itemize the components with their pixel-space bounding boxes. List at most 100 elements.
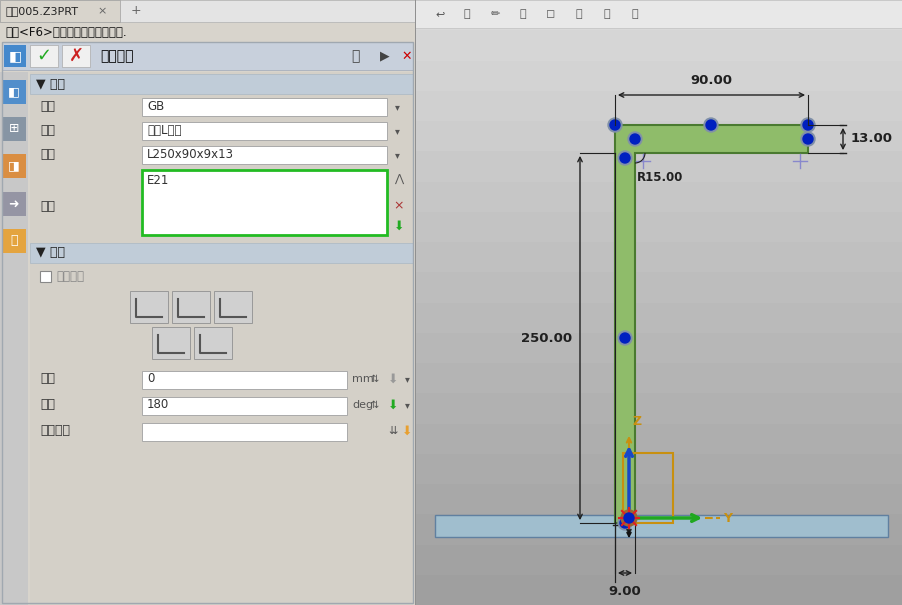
- Bar: [4, 45, 26, 67]
- Text: ▾: ▾: [394, 126, 399, 136]
- Text: Y: Y: [723, 511, 732, 525]
- Bar: [2, 42, 412, 603]
- Bar: [142, 371, 346, 389]
- Text: 90.00: 90.00: [690, 74, 732, 87]
- Text: 类型: 类型: [40, 125, 55, 137]
- Text: 📷: 📷: [631, 9, 638, 19]
- Text: Z: Z: [632, 415, 641, 428]
- Text: 🗂: 🗂: [463, 9, 470, 19]
- Text: deg: deg: [352, 400, 373, 410]
- Text: 点击<F6>循环拾取直到最后选择.: 点击<F6>循环拾取直到最后选择.: [5, 27, 126, 39]
- Text: ✗: ✗: [69, 47, 84, 65]
- Text: +: +: [131, 4, 141, 18]
- Text: 标准: 标准: [40, 100, 55, 114]
- Text: ▾: ▾: [404, 374, 409, 384]
- Bar: [30, 74, 412, 94]
- Bar: [194, 327, 232, 359]
- Bar: [2, 229, 26, 253]
- Bar: [415, 544, 902, 576]
- Text: 🔷: 🔷: [575, 9, 582, 19]
- Circle shape: [607, 118, 621, 132]
- Circle shape: [704, 118, 717, 132]
- Text: 🔶: 🔶: [520, 9, 526, 19]
- Bar: [415, 575, 902, 605]
- Bar: [435, 515, 887, 537]
- Bar: [415, 0, 416, 605]
- Bar: [415, 272, 902, 304]
- Text: 定位轮廓: 定位轮廓: [40, 425, 70, 437]
- Text: ▾: ▾: [404, 400, 409, 410]
- Circle shape: [610, 120, 620, 130]
- Bar: [2, 42, 412, 70]
- Bar: [415, 333, 902, 364]
- Circle shape: [617, 516, 631, 530]
- Text: 0: 0: [147, 373, 154, 385]
- Bar: [30, 243, 412, 263]
- Bar: [415, 60, 902, 92]
- Bar: [415, 424, 902, 455]
- Circle shape: [630, 134, 640, 144]
- Circle shape: [802, 134, 812, 144]
- Text: ▶: ▶: [380, 50, 390, 62]
- Circle shape: [705, 120, 715, 130]
- Bar: [142, 122, 387, 140]
- Text: ⬇: ⬇: [401, 425, 412, 437]
- Bar: [415, 212, 902, 243]
- Text: ✕: ✕: [401, 50, 412, 62]
- Bar: [415, 121, 902, 152]
- Bar: [622, 453, 672, 523]
- Circle shape: [620, 518, 630, 528]
- Text: R15.00: R15.00: [636, 171, 683, 184]
- Bar: [130, 291, 168, 323]
- Bar: [0, 72, 28, 605]
- Bar: [214, 291, 252, 323]
- Text: ◻: ◻: [546, 9, 555, 19]
- Bar: [415, 0, 902, 28]
- Text: ×: ×: [97, 6, 106, 16]
- Text: ⊞: ⊞: [9, 122, 19, 136]
- Circle shape: [617, 151, 631, 165]
- Text: ◨: ◨: [8, 160, 20, 172]
- Bar: [2, 192, 26, 216]
- Text: ⬇: ⬇: [387, 373, 398, 385]
- Text: ↩: ↩: [435, 9, 444, 19]
- Text: ✏: ✏: [490, 9, 499, 19]
- Circle shape: [621, 510, 636, 526]
- Circle shape: [623, 513, 633, 523]
- Bar: [415, 151, 902, 183]
- Circle shape: [620, 153, 630, 163]
- Bar: [30, 45, 58, 67]
- Text: 角度: 角度: [40, 399, 55, 411]
- Text: 零件005.Z3PRT: 零件005.Z3PRT: [6, 6, 78, 16]
- Bar: [415, 182, 902, 213]
- Circle shape: [800, 118, 815, 132]
- Circle shape: [802, 120, 812, 130]
- Polygon shape: [614, 125, 807, 523]
- Bar: [142, 146, 387, 164]
- Text: ◧: ◧: [8, 49, 22, 63]
- Text: 👤: 👤: [10, 235, 18, 247]
- Bar: [2, 80, 26, 104]
- Bar: [415, 393, 902, 425]
- Text: 180: 180: [147, 399, 169, 411]
- Text: L250x90x9x13: L250x90x9x13: [147, 148, 234, 162]
- Bar: [62, 45, 90, 67]
- Bar: [2, 154, 26, 178]
- Bar: [415, 514, 902, 546]
- Text: 曲线: 曲线: [40, 200, 55, 212]
- Bar: [0, 0, 120, 22]
- Text: 边角处理: 边角处理: [56, 270, 84, 284]
- Text: ▾: ▾: [394, 150, 399, 160]
- Bar: [142, 397, 346, 415]
- Circle shape: [627, 132, 641, 146]
- Bar: [142, 98, 387, 116]
- Text: ▼ 可选: ▼ 可选: [36, 246, 65, 260]
- Text: ◧: ◧: [8, 85, 20, 99]
- Circle shape: [624, 514, 632, 522]
- Text: 9.00: 9.00: [608, 585, 640, 598]
- Text: ⋀: ⋀: [394, 175, 403, 185]
- Bar: [415, 302, 902, 334]
- Text: 💎: 💎: [603, 9, 610, 19]
- Text: 结构构件: 结构构件: [100, 49, 133, 63]
- Text: 热轧L型钢: 热轧L型钢: [147, 125, 181, 137]
